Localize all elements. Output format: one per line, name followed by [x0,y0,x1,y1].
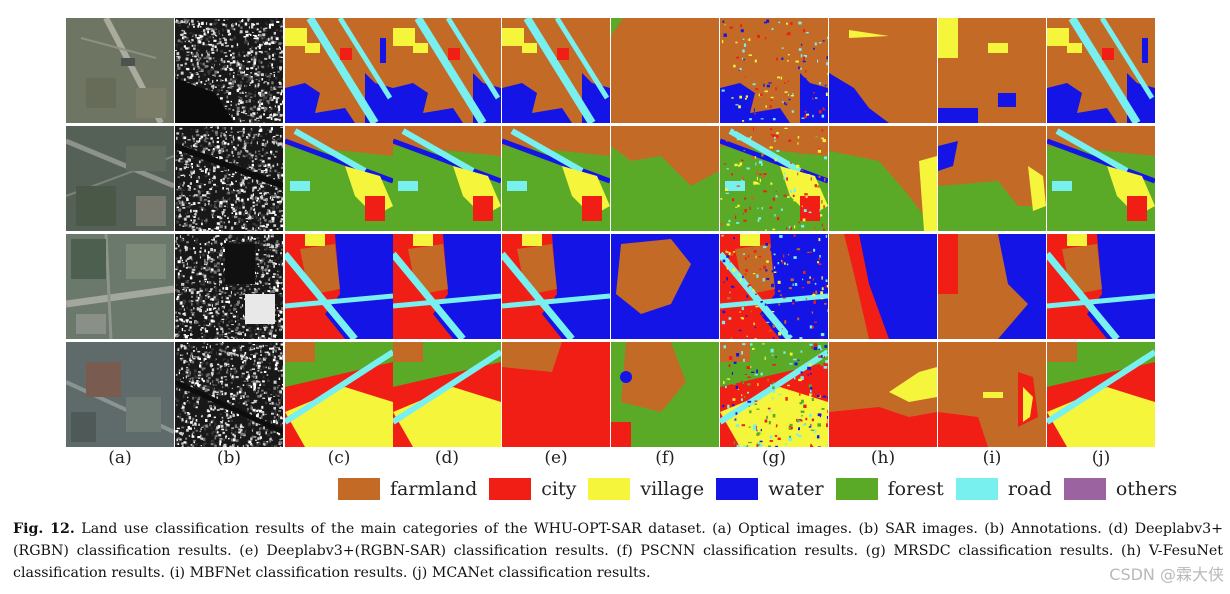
figure-caption: Fig. 12. Land use classification results… [13,518,1223,584]
legend-item-others: others [1063,478,1189,500]
legend-swatch [955,478,998,500]
classification-map [285,342,393,447]
classification-map [1047,234,1155,339]
column-label: (g) [761,448,787,468]
legend-swatch [716,478,759,500]
column-label: (h) [870,448,896,468]
classification-map [829,234,937,339]
classification-map [829,342,937,447]
classification-map [829,126,937,231]
legend-label: village [640,478,705,500]
column-label: (f) [655,448,675,468]
classification-map [611,18,719,123]
optical-image [66,342,174,447]
legend-item-forest: forest [835,478,956,500]
legend-swatch [1063,478,1106,500]
classification-map [502,126,610,231]
legend-label: farmland [390,478,478,500]
classification-map [720,342,828,447]
legend-swatch [338,478,380,500]
column-label: (e) [544,448,568,468]
column-label: (a) [108,448,132,468]
classification-map [611,126,719,231]
legend-item-water: water [716,478,836,500]
classification-map [285,126,393,231]
classification-map [611,342,719,447]
column-label: (c) [327,448,351,468]
legend-swatch [489,478,532,500]
classification-map [1047,126,1155,231]
classification-map [938,126,1046,231]
column-label: (i) [982,448,1002,468]
column-label: (j) [1091,448,1111,468]
class-legend: farmland city village water forest road others [338,475,1189,503]
legend-label: others [1115,478,1178,500]
classification-map [285,18,393,123]
classification-map [502,342,610,447]
classification-map [938,234,1046,339]
classification-map [393,126,501,231]
column-label: (d) [434,448,460,468]
legend-item-city: city [489,478,588,500]
optical-image [66,234,174,339]
legend-swatch [835,478,878,500]
sar-image [175,234,283,339]
sar-image [175,342,283,447]
optical-image [66,18,174,123]
classification-map [720,126,828,231]
classification-map [720,234,828,339]
classification-map [502,18,610,123]
classification-map [502,234,610,339]
classification-map [829,18,937,123]
sar-image [175,18,283,123]
legend-label: forest [887,478,944,500]
classification-map [938,342,1046,447]
legend-label: road [1007,478,1052,500]
legend-swatch [588,478,631,500]
legend-label: water [768,478,824,500]
classification-map [611,234,719,339]
classification-map [1047,342,1155,447]
classification-map [285,234,393,339]
legend-item-farmland: farmland [338,478,489,500]
optical-image [66,126,174,231]
column-label: (b) [216,448,242,468]
sar-image [175,126,283,231]
figure-label: Fig. 12. [13,521,75,537]
watermark: CSDN @霖大侠 [1109,565,1224,584]
caption-text: Land use classification results of the m… [13,521,1223,581]
legend-item-road: road [955,478,1064,500]
classification-map [1047,18,1155,123]
classification-map [393,18,501,123]
legend-label: city [541,478,577,500]
legend-item-village: village [588,478,716,500]
classification-map [393,342,501,447]
classification-map [938,18,1046,123]
classification-map [720,18,828,123]
classification-map [393,234,501,339]
